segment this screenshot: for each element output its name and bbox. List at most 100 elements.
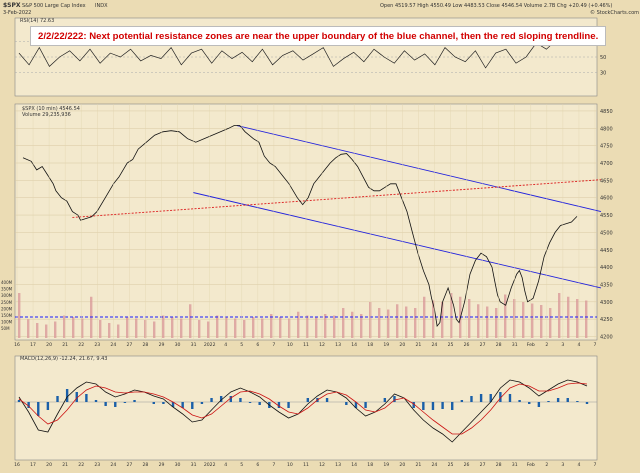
price-tick-label: 4450 <box>600 248 613 254</box>
chart-date: 3-Feb-2022 <box>3 10 32 16</box>
date-tick-label: 11 <box>303 462 309 468</box>
volume-bar <box>27 319 30 338</box>
macd-histogram-bar <box>219 396 223 402</box>
macd-histogram-bar <box>412 402 415 408</box>
date-tick-label: 4 <box>577 462 580 468</box>
macd-histogram-bar <box>383 398 387 402</box>
macd-histogram-bar <box>306 398 310 402</box>
volume-label: Volume 29,235,936 <box>22 112 71 118</box>
volume-bar <box>405 306 408 338</box>
volume-bar <box>414 308 417 338</box>
date-tick-label: 19 <box>383 342 389 348</box>
date-tick-label: 10 <box>287 342 293 348</box>
volume-bar <box>396 304 399 338</box>
macd-histogram-bar <box>508 394 512 402</box>
macd-histogram-bar <box>393 396 396 402</box>
date-tick-label: 4 <box>224 462 227 468</box>
price-tick-label: 4700 <box>600 161 613 167</box>
macd-signal-line <box>18 382 588 435</box>
macd-line <box>18 379 588 443</box>
date-tick-label: 19 <box>383 462 389 468</box>
macd-histogram-bar <box>354 402 358 408</box>
date-tick-label: 25 <box>448 462 454 468</box>
date-tick-label: 21 <box>62 342 68 348</box>
macd-histogram-bar <box>345 402 348 405</box>
date-tick-label: 27 <box>126 342 132 348</box>
macd-histogram-bar <box>277 402 281 408</box>
date-tick-label: 20 <box>399 342 405 348</box>
macd-histogram-bar <box>94 400 98 402</box>
volume-bar <box>450 293 453 338</box>
macd-histogram-bar <box>422 402 425 410</box>
macd-panel <box>14 355 598 461</box>
date-tick-label: 28 <box>496 342 502 348</box>
ohlc-readout: Open 4519.57 High 4550.49 Low 4483.53 Cl… <box>380 3 613 9</box>
volume-bar <box>432 300 435 338</box>
volume-bar <box>351 311 354 338</box>
rsi-line <box>18 38 588 69</box>
date-tick-label: 11 <box>303 342 309 348</box>
macd-histogram-bar <box>75 392 78 402</box>
macd-histogram-bar <box>85 394 88 402</box>
date-tick-label: 14 <box>351 342 357 348</box>
volume-bar <box>504 294 507 338</box>
date-tick-label: 24 <box>432 342 438 348</box>
rsi-label: RSI(14) 72.63 <box>20 18 55 24</box>
price-tick-label: 4350 <box>600 282 613 288</box>
macd-histogram-bar <box>470 396 473 402</box>
volume-tick-label: 150M <box>1 313 13 318</box>
macd-histogram-bar <box>46 402 50 410</box>
macd-histogram-bar <box>489 394 492 402</box>
price-panel-label: $SPX (10 min) 4546.54 <box>22 106 80 112</box>
date-tick-label: 12 <box>319 342 325 348</box>
date-tick-label: Feb <box>527 342 535 348</box>
volume-bar <box>153 321 156 338</box>
date-tick-label: 21 <box>415 342 421 348</box>
date-tick-label: 27 <box>126 462 132 468</box>
date-tick-label: 23 <box>94 462 100 468</box>
volume-bar <box>144 320 147 338</box>
volume-bar <box>342 308 345 338</box>
price-line <box>22 125 578 328</box>
volume-bar <box>576 299 579 338</box>
macd-histogram-bar <box>17 400 21 402</box>
macd-histogram-bar <box>200 402 204 404</box>
macd-histogram-bar <box>210 398 213 402</box>
macd-histogram-bar <box>229 396 232 402</box>
volume-bar <box>81 318 84 338</box>
date-tick-label: 30 <box>175 462 181 468</box>
macd-histogram-bar <box>479 394 483 402</box>
volume-bar <box>585 300 588 338</box>
rsi-tick-label: 30 <box>600 71 606 77</box>
date-tick-label: 31 <box>191 462 197 468</box>
volume-bar <box>36 323 39 338</box>
volume-bar <box>135 318 138 338</box>
volume-tick-label: 50M <box>1 326 10 331</box>
volume-bar <box>495 308 498 338</box>
volume-bar <box>252 317 255 338</box>
price-tick-label: 4800 <box>600 126 613 132</box>
date-tick-label: 4 <box>224 342 227 348</box>
macd-histogram-bar <box>248 402 252 403</box>
date-tick-label: 31 <box>191 342 197 348</box>
macd-histogram-bar <box>191 402 194 409</box>
price-tick-label: 4200 <box>600 335 613 341</box>
date-tick-label: 13 <box>335 462 341 468</box>
date-tick-label: 18 <box>367 342 373 348</box>
red-sloping-trendline <box>72 179 602 218</box>
date-tick-label: 20 <box>399 462 405 468</box>
volume-bar <box>243 320 246 338</box>
volume-bar <box>441 302 444 338</box>
volume-bar <box>171 317 174 338</box>
date-tick-label: 23 <box>94 342 100 348</box>
macd-histogram-bar <box>114 402 117 407</box>
volume-bar <box>99 320 102 338</box>
date-tick-label: 14 <box>351 462 357 468</box>
blue-channel-lower <box>192 192 602 289</box>
date-tick-label: 22 <box>78 342 84 348</box>
date-tick-label: 13 <box>335 342 341 348</box>
credit-label: © StockCharts.com <box>590 10 640 16</box>
volume-bar <box>360 314 363 338</box>
macd-histogram-bar <box>181 402 184 408</box>
